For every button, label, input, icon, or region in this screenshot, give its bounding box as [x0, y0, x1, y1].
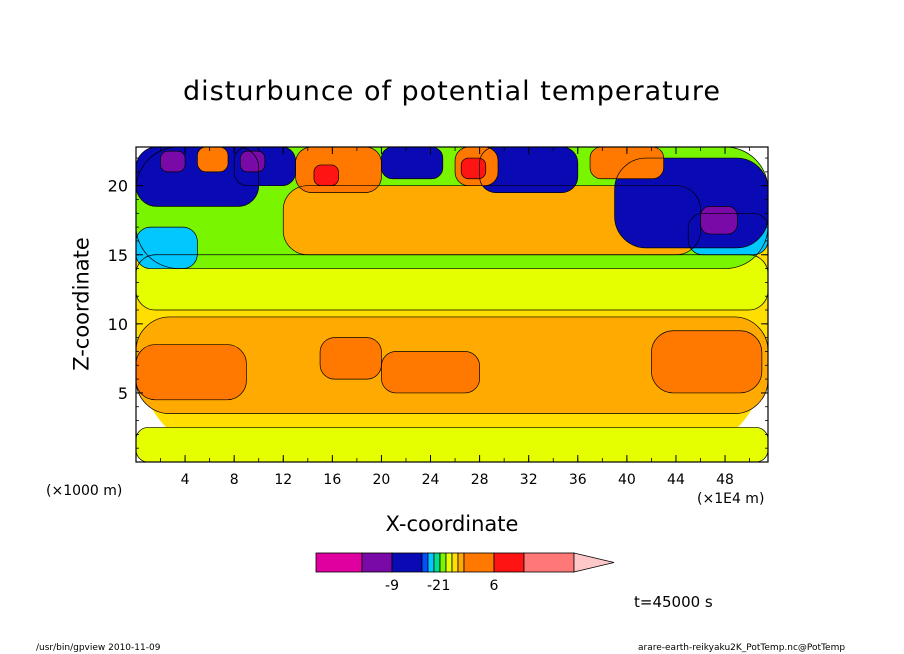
contour-region-18: [240, 151, 265, 172]
contour-line-16: [160, 150, 186, 173]
x-unit-note: (×1000 m): [46, 483, 123, 499]
y-tick-label: 15: [108, 246, 128, 265]
x-axis-ticks: 4 8 12 16 20 24 28 32 36 40 44 48: [160, 147, 750, 488]
x-tick-label: 44: [667, 472, 685, 488]
y-axis-label: Z-coordinate: [69, 237, 94, 371]
contour-region-10: [136, 227, 198, 269]
colorbar-segment: [361, 552, 393, 573]
x-tick-label: 28: [471, 472, 489, 488]
colorbar-segment: [463, 552, 495, 573]
contour-line-3: [319, 337, 382, 380]
colorbar-tick-label: 1: [442, 578, 451, 594]
time-label: t=45000 s: [634, 593, 713, 611]
contour-line-18: [700, 206, 738, 235]
contour-region-1: [136, 427, 768, 462]
colorbar-segment: [493, 552, 525, 573]
contour-region-17: [160, 151, 186, 172]
footer-command: /usr/bin/gpview 2010-11-09: [36, 643, 161, 653]
colorbar-extend-arrow: [573, 552, 615, 573]
contour-line-1: [136, 316, 768, 414]
contour-region-20: [197, 147, 229, 172]
y-axis-ticks: 5 10 15 20: [108, 157, 768, 449]
contour-region-6: [651, 330, 762, 393]
colorbar: -9 -2 1 6: [315, 552, 615, 594]
x-tick-label: 12: [274, 472, 292, 488]
x-tick-label: 20: [373, 472, 391, 488]
contour-line-24: [460, 157, 487, 180]
x-tick-label: 4: [181, 472, 190, 488]
colorbar-tick-label: -2: [427, 578, 441, 594]
contour-region-19: [700, 206, 738, 235]
contour-line-5: [651, 330, 763, 394]
colorbar-segment: [433, 552, 441, 573]
colorbar-tick-label: -9: [385, 578, 399, 594]
colorbar-segment: [439, 552, 447, 573]
x-tick-label: 16: [323, 472, 341, 488]
colorbar-segment: [445, 552, 453, 573]
contour-region-9: [283, 185, 701, 255]
x-tick-label: 40: [618, 472, 636, 488]
contour-line-23: [313, 164, 339, 187]
contour-line-7: [136, 147, 768, 269]
colorbar-tick-label: 6: [490, 578, 499, 594]
contour-region-25: [461, 158, 486, 179]
contour-line-9: [136, 226, 198, 269]
contour-region-5: [381, 351, 480, 393]
plot-frame: [135, 146, 769, 463]
contour-line-17: [239, 150, 266, 173]
footer-file: arare-earth-reikyaku2K_PotTemp.nc@PotTem…: [638, 643, 846, 653]
contour-line-22: [589, 147, 665, 180]
y-tick-label: 5: [118, 384, 128, 403]
contour-line-14: [479, 147, 579, 193]
colorbar-segment: [427, 552, 435, 573]
contour-line-21: [454, 147, 499, 187]
contour-region-15: [479, 147, 578, 193]
contour-fill-layer: [136, 147, 768, 462]
contour-line-11: [136, 147, 260, 207]
contour-line-19: [197, 147, 229, 173]
colorbar-segment: [315, 552, 363, 573]
x-tick-label: 32: [520, 472, 538, 488]
contour-region-14: [381, 147, 443, 179]
x-tick-label: 24: [422, 472, 440, 488]
x-scale-note: (×1E4 m): [697, 491, 765, 507]
contour-region-24: [313, 164, 339, 186]
x-tick-label: 48: [716, 472, 734, 488]
y-tick-label: 20: [108, 177, 128, 196]
contour-line-2: [136, 344, 247, 401]
x-axis-label: X-coordinate: [385, 512, 519, 536]
contour-line-20: [295, 147, 382, 193]
colorbar-segment: [421, 552, 429, 573]
contour-line-10: [687, 212, 768, 256]
contour-line-0: [136, 427, 768, 462]
colorbar-segment: [391, 552, 423, 573]
contour-lines: [136, 147, 768, 462]
contour-region-4: [320, 337, 382, 380]
x-tick-label: 8: [230, 472, 239, 488]
contour-region-23: [590, 147, 664, 179]
colorbar-segment: [457, 552, 465, 573]
x-tick-label: 36: [569, 472, 587, 488]
colorbar-segment: [523, 552, 575, 573]
y-tick-label: 10: [108, 315, 128, 334]
contour-region-3: [136, 344, 247, 400]
colorbar-segment: [451, 552, 459, 573]
contour-line-4: [381, 351, 480, 394]
chart-title: disturbunce of potential temperature: [183, 76, 721, 107]
